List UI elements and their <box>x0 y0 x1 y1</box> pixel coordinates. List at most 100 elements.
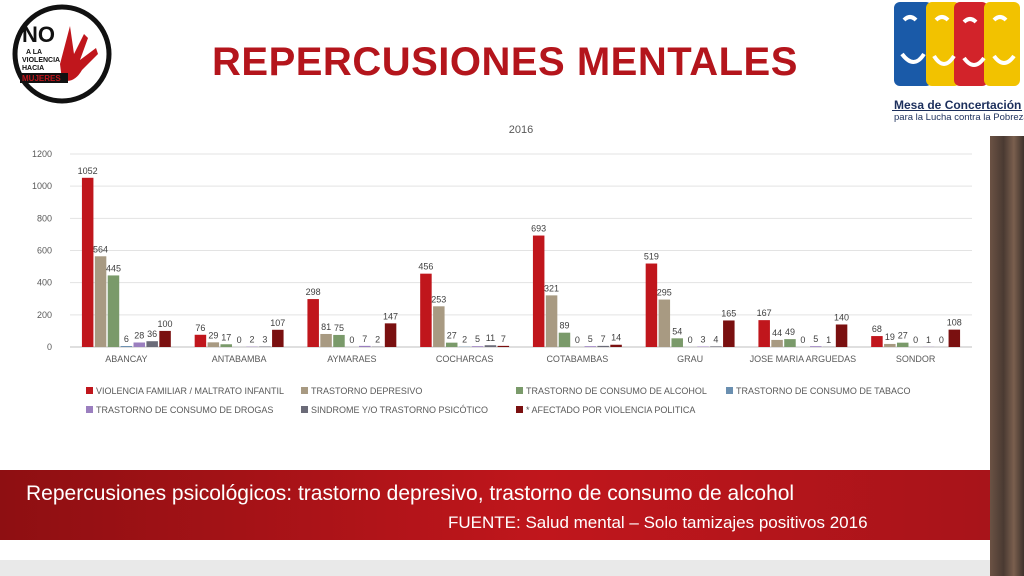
data-label: 2 <box>375 335 380 345</box>
x-tick-label: JOSE MARIA ARGUEDAS <box>750 354 857 364</box>
legend-swatch <box>301 406 308 413</box>
bar <box>333 334 345 347</box>
data-label: 0 <box>800 335 805 345</box>
bar <box>220 344 232 347</box>
legend-swatch <box>86 387 93 394</box>
data-label: 2 <box>250 335 255 345</box>
data-label: 14 <box>611 333 621 343</box>
slide-edge <box>0 560 990 576</box>
data-label: 7 <box>362 334 367 344</box>
data-label: 7 <box>601 334 606 344</box>
legend-label: TRASTORNO DE CONSUMO DE TABACO <box>736 386 911 396</box>
bar <box>948 329 961 347</box>
faces-icon <box>894 2 1020 86</box>
bar <box>784 339 796 347</box>
bar <box>758 320 770 347</box>
y-tick-label: 0 <box>47 342 52 352</box>
data-label: 76 <box>195 323 205 333</box>
y-tick-label: 1200 <box>32 149 52 159</box>
bar <box>671 338 683 347</box>
data-label: 3 <box>262 335 267 345</box>
bar <box>94 256 107 347</box>
data-label: 445 <box>106 263 121 273</box>
legend-label: TRASTORNO DE CONSUMO DE ALCOHOL <box>526 386 707 396</box>
data-label: 519 <box>644 252 659 262</box>
legend-label: TRASTORNO DEPRESIVO <box>311 386 422 396</box>
bar <box>484 345 497 347</box>
bar <box>610 344 622 347</box>
org-name: Mesa de Concertación <box>894 98 1022 112</box>
bar <box>384 323 397 347</box>
x-tick-label: ANTABAMBA <box>212 354 267 364</box>
bar <box>320 333 332 347</box>
bar <box>810 346 822 347</box>
data-label: 19 <box>885 332 895 342</box>
bar <box>81 177 94 347</box>
x-tick-label: COCHARCAS <box>436 354 494 364</box>
bar <box>207 342 220 347</box>
y-tick-label: 400 <box>37 278 52 288</box>
bar <box>584 346 597 347</box>
svg-text:VIOLENCIA: VIOLENCIA <box>22 57 60 64</box>
data-label: 100 <box>158 319 173 329</box>
org-tagline: para la Lucha contra la Pobreza <box>894 112 1024 123</box>
hand-icon <box>60 26 98 81</box>
data-label: 29 <box>208 330 218 340</box>
data-label: 5 <box>588 334 593 344</box>
bar <box>710 346 722 347</box>
bar <box>146 341 158 347</box>
data-label: 0 <box>913 335 918 345</box>
page-title: REPERCUSIONES MENTALES <box>212 40 798 84</box>
no-violence-logo: NO A LA VIOLENCIA HACIA MUJERES <box>12 4 112 104</box>
data-label: 49 <box>785 327 795 337</box>
bar <box>497 345 510 347</box>
data-label: 81 <box>321 322 331 332</box>
y-tick-label: 200 <box>37 310 52 320</box>
data-label: 1 <box>926 335 931 345</box>
bar <box>159 330 171 347</box>
data-label: 253 <box>431 294 446 304</box>
legend-label: TRASTORNO DE CONSUMO DE DROGAS <box>96 405 273 415</box>
bar <box>558 332 571 347</box>
caption-banner <box>0 470 990 540</box>
data-label: 11 <box>486 333 495 343</box>
bar <box>307 299 319 347</box>
data-label: 298 <box>306 287 321 297</box>
legend-swatch <box>86 406 93 413</box>
svg-text:MUJERES: MUJERES <box>22 74 61 83</box>
legend-swatch <box>301 387 308 394</box>
bar <box>194 334 207 347</box>
data-label: 1052 <box>78 166 98 176</box>
x-tick-label: SONDOR <box>896 354 936 364</box>
bar <box>771 339 783 347</box>
bar <box>884 343 896 347</box>
svg-text:A LA: A LA <box>26 49 42 56</box>
bar <box>545 295 558 347</box>
data-label: 27 <box>447 331 457 341</box>
data-label: 4 <box>713 334 718 344</box>
bar <box>871 336 883 347</box>
bar <box>723 320 735 347</box>
x-tick-label: AYMARAES <box>327 354 376 364</box>
data-label: 167 <box>757 308 772 318</box>
bar <box>133 342 146 347</box>
data-label: 3 <box>701 335 706 345</box>
data-label: 1 <box>826 335 831 345</box>
x-tick-label: COTABAMBAS <box>546 354 608 364</box>
slide <box>0 0 990 560</box>
bar <box>658 299 671 347</box>
data-label: 693 <box>531 224 546 234</box>
mesa-logo: Mesa de Concertación para la Lucha contr… <box>890 0 1024 136</box>
legend-label: VIOLENCIA FAMILIAR / MALTRATO INFANTIL <box>96 386 284 396</box>
data-label: 108 <box>947 318 962 328</box>
source-text: FUENTE: Salud mental – Solo tamizajes po… <box>448 513 868 532</box>
legend-swatch <box>726 387 733 394</box>
legend-swatch <box>516 406 523 413</box>
data-label: 0 <box>349 335 354 345</box>
x-tick-label: ABANCAY <box>105 354 147 364</box>
legend-swatch <box>516 387 523 394</box>
bar <box>835 324 848 347</box>
data-label: 36 <box>147 329 157 339</box>
y-tick-label: 600 <box>37 246 52 256</box>
